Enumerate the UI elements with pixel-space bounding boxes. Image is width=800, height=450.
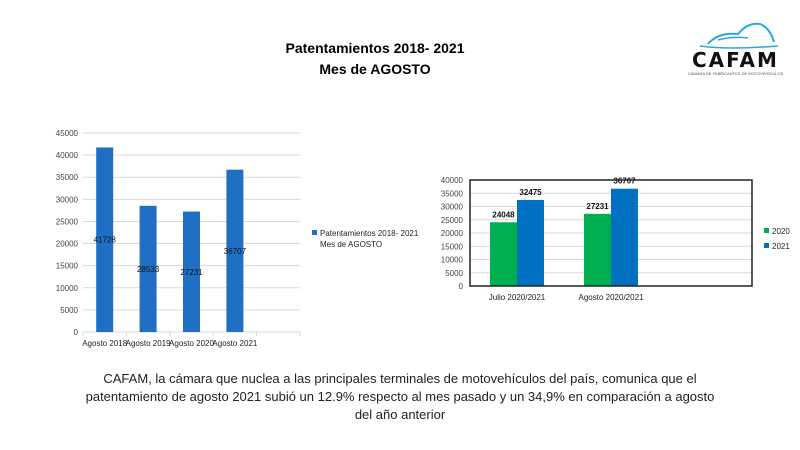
legend-swatch <box>312 230 317 235</box>
y-tick-label: 15000 <box>56 262 79 271</box>
y-tick-label: 0 <box>74 328 79 337</box>
data-label: 36707 <box>224 247 247 256</box>
y-tick-label: 25000 <box>441 216 464 225</box>
y-tick-label: 10000 <box>441 256 464 265</box>
y-tick-label: 30000 <box>56 195 79 204</box>
legend-label: 2021 <box>772 242 790 251</box>
y-tick-label: 45000 <box>56 129 79 138</box>
data-label: 32475 <box>519 188 542 197</box>
bar-2020 <box>490 222 517 286</box>
y-tick-label: 5000 <box>445 269 463 278</box>
y-tick-label: 35000 <box>56 173 79 182</box>
bar-2020 <box>584 214 611 286</box>
x-tick-label: Agosto 2018 <box>82 339 127 348</box>
y-tick-label: 20000 <box>56 240 79 249</box>
legend-label: Mes de AGOSTO <box>320 240 382 249</box>
legend-swatch <box>764 243 769 248</box>
y-tick-label: 5000 <box>60 306 78 315</box>
y-tick-label: 0 <box>459 282 464 291</box>
data-label: 27231 <box>180 268 203 277</box>
legend-label: Patentamientos 2018- 2021 <box>320 229 419 238</box>
data-label: 36707 <box>613 177 636 186</box>
x-tick-label: Agosto 2020 <box>169 339 214 348</box>
y-tick-label: 10000 <box>56 284 79 293</box>
data-label: 24048 <box>492 210 515 219</box>
y-tick-label: 20000 <box>441 229 464 238</box>
legend-label: 2020 <box>772 227 790 236</box>
legend-swatch <box>764 228 769 233</box>
x-tick-label: Agosto 2020/2021 <box>579 293 644 302</box>
x-tick-label: Julio 2020/2021 <box>489 293 546 302</box>
bar-2021 <box>517 200 544 286</box>
y-tick-label: 40000 <box>441 176 464 185</box>
y-tick-label: 40000 <box>56 151 79 160</box>
y-tick-label: 30000 <box>441 203 464 212</box>
y-tick-label: 15000 <box>441 242 464 251</box>
data-label: 41728 <box>94 236 117 245</box>
data-label: 27231 <box>586 202 609 211</box>
x-tick-label: Agosto 2021 <box>212 339 257 348</box>
bar-2021 <box>611 189 638 286</box>
data-label: 28533 <box>137 265 160 274</box>
y-tick-label: 35000 <box>441 189 464 198</box>
y-tick-label: 25000 <box>56 217 79 226</box>
x-tick-label: Agosto 2019 <box>126 339 171 348</box>
body-text: CAFAM, la cámara que nuclea a las princi… <box>80 370 720 424</box>
